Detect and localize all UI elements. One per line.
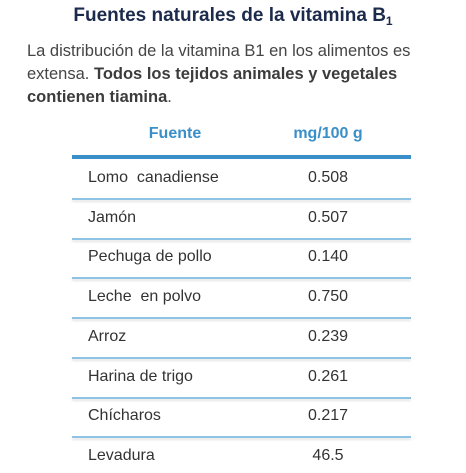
title: Fuentes naturales de la vitamina B1	[0, 5, 466, 28]
amount: 0.217	[307, 407, 349, 425]
food-name: Leche en polvo	[88, 288, 201, 306]
row-separator	[72, 396, 411, 399]
food-name: Lomo canadiense	[88, 169, 219, 186]
column-header: Fuente	[148, 125, 202, 142]
row-separator	[72, 277, 411, 280]
food-name: Arroz	[88, 327, 127, 345]
food-name: Pechuga de pollo	[88, 248, 212, 266]
amount: 0.750	[307, 288, 349, 306]
header-rule	[72, 155, 411, 159]
amount: 0.140	[307, 248, 349, 266]
food-name: Jamón	[88, 208, 137, 226]
food-name: Levadura	[88, 446, 155, 464]
amount: 0.507	[307, 208, 349, 226]
food-name: Harina de trigo	[88, 367, 193, 385]
food-name: Chícharos	[88, 407, 161, 425]
row-separator	[72, 317, 411, 320]
intro: La distribución de la vitamina B1 en los…	[27, 40, 457, 109]
row-separator	[72, 237, 411, 240]
title-subscript: 1	[385, 14, 393, 28]
row-separator	[72, 436, 411, 439]
column-header: mg/100 g	[293, 125, 363, 142]
amount: 0.261	[307, 367, 349, 385]
row-separator	[72, 356, 411, 359]
title-text: Fuentes naturales de la vitamina B	[73, 5, 386, 26]
intro-end: .	[167, 88, 172, 106]
row-separator	[72, 198, 411, 200]
intro-text: La distribución de la vitamina B1 en los…	[27, 42, 411, 83]
amount: 46.5	[312, 446, 344, 464]
amount: 0.239	[307, 327, 349, 345]
intro-bold: Todos los tejidos animales y vegetales c…	[27, 65, 398, 106]
amount: 0.508	[307, 169, 349, 186]
